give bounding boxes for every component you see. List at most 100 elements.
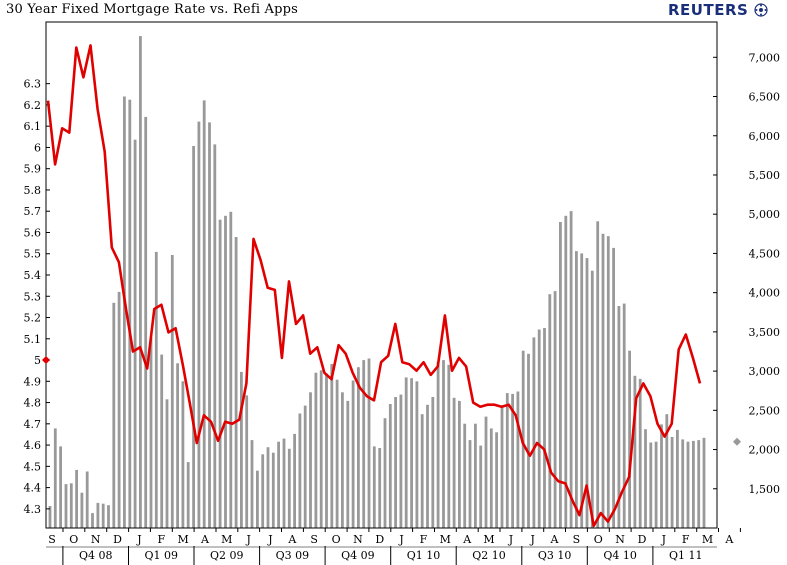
refi-bar (240, 371, 243, 528)
refi-bar (479, 445, 483, 528)
refi-bar (458, 400, 461, 528)
refi-bar (436, 361, 440, 528)
refi-bar (208, 122, 211, 529)
refi-bar (399, 394, 403, 528)
refi-bar (527, 353, 530, 528)
left-tick-label: 5.3 (24, 290, 42, 303)
month-label: A (724, 533, 734, 546)
reuters-logo: REUTERS (668, 1, 768, 19)
refi-bar (367, 358, 371, 528)
month-label: J (245, 533, 250, 546)
month-label: S (310, 533, 318, 546)
right-tick-label: 2,000 (749, 444, 781, 457)
refi-bar (495, 432, 498, 528)
refi-bar (144, 116, 148, 529)
left-tick-label: 4.3 (24, 503, 42, 516)
right-tick-label: 5,500 (749, 169, 781, 182)
month-label: M (483, 533, 494, 546)
refi-bar (64, 484, 68, 528)
refi-bar (176, 363, 179, 528)
refi-bar (186, 462, 190, 528)
refi-bar (197, 121, 201, 528)
month-label: J (529, 533, 534, 546)
month-label: A (550, 533, 560, 546)
refi-bar (681, 439, 685, 528)
right-tick-label: 4,000 (749, 287, 781, 300)
refi-bar (516, 391, 520, 528)
month-label: J (508, 533, 513, 546)
quarter-label: Q4 10 (603, 549, 637, 562)
refi-bar (612, 247, 615, 528)
refi-bar (633, 375, 637, 528)
mortgage-rate-line (46, 44, 702, 528)
refi-bar (468, 440, 472, 528)
refi-bar (559, 222, 562, 528)
refi-bar (309, 392, 312, 528)
left-tick-label: 6.3 (24, 78, 42, 91)
refi-bar (676, 429, 679, 528)
refi-bar (665, 414, 669, 528)
refi-bar (702, 437, 706, 528)
refi-bar (585, 258, 589, 528)
refi-bar (133, 139, 137, 528)
globe-icon (754, 3, 768, 17)
refi-bar (654, 441, 658, 528)
refi-bar (112, 302, 116, 528)
refi-bar (415, 381, 419, 528)
quarter-label: Q2 09 (210, 549, 244, 562)
right-tick-label: 3,500 (749, 326, 781, 339)
refi-bar (553, 291, 557, 528)
left-tick-label: 6 (34, 141, 41, 154)
current-rate-marker (42, 356, 50, 365)
refi-bar (463, 423, 467, 528)
refi-bar (287, 448, 291, 528)
refi-bar (596, 221, 600, 529)
refi-bar (649, 442, 653, 528)
refi-bar (69, 483, 73, 528)
refi-bar (548, 294, 552, 528)
rate-line-layer (46, 44, 702, 528)
left-tick-label: 6.1 (24, 120, 42, 133)
left-tick-label: 4.9 (24, 375, 42, 388)
left-tick-label: 4.7 (24, 418, 42, 431)
refi-bar (160, 354, 164, 528)
right-tick-label: 3,000 (749, 365, 781, 378)
month-label: J (661, 533, 666, 546)
left-tick-label: 5.8 (24, 184, 42, 197)
left-tick-label: 5.4 (24, 269, 42, 282)
month-label: J (267, 533, 272, 546)
refi-bar (85, 471, 89, 528)
refi-bar (447, 364, 451, 528)
month-label: N (91, 533, 101, 546)
month-label: F (157, 533, 165, 546)
refi-bar (351, 380, 355, 528)
refi-bar (59, 446, 62, 528)
refi-bar (202, 100, 206, 529)
left-tick-label: 5.6 (24, 227, 42, 240)
refi-bar (580, 253, 584, 528)
refi-bar (250, 440, 254, 528)
refi-bar (388, 404, 392, 528)
refi-bar (394, 397, 397, 528)
quarter-label: Q1 11 (669, 549, 703, 562)
refi-bar (282, 438, 286, 528)
refi-bar (123, 96, 126, 528)
refi-bar (601, 233, 605, 529)
refi-bar (357, 367, 360, 528)
month-label: D (375, 533, 384, 546)
refi-bar (511, 393, 514, 528)
refi-bar (644, 429, 647, 528)
quarter-label: Q4 09 (341, 549, 375, 562)
refi-bar (590, 270, 594, 528)
refi-bar (660, 424, 663, 528)
refi-bar (314, 372, 318, 528)
refi-bar (617, 306, 621, 528)
month-label: N (615, 533, 625, 546)
refi-bar (139, 36, 142, 528)
month-label: M (702, 533, 713, 546)
refi-bar (277, 441, 280, 528)
refi-bar (165, 399, 169, 528)
quarter-label: Q2 10 (472, 549, 506, 562)
refi-bar (261, 454, 265, 528)
